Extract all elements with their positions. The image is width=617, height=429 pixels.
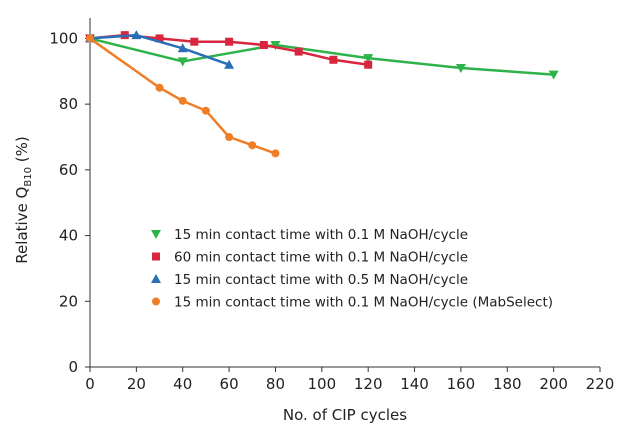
data-point — [270, 41, 281, 50]
legend-item: 60 min contact time with 0.1 M NaOH/cycl… — [152, 250, 468, 266]
y-axis-title-main: Relative Q — [13, 187, 31, 264]
legend-marker — [152, 252, 160, 261]
x-tick-label: 140 — [400, 375, 429, 393]
series-layer — [85, 30, 559, 158]
legend-marker — [152, 297, 160, 306]
y-tick-label: 20 — [59, 292, 78, 310]
data-point — [177, 43, 188, 53]
data-point — [225, 37, 234, 46]
y-axis-title: Relative QB10 (%) — [13, 136, 34, 263]
data-point — [201, 106, 210, 115]
y-axis-title-subscript: B10 — [23, 167, 34, 187]
legend-item: 15 min contact time with 0.1 M NaOH/cycl… — [152, 295, 553, 311]
x-axis-ticks: 0 20 40 60 80 100 120 140 160 180 200 220 — [85, 367, 614, 393]
data-point — [294, 47, 303, 56]
legend: 15 min contact time with 0.1 M NaOH/cycl… — [151, 227, 553, 311]
y-tick-label: 60 — [59, 161, 78, 179]
data-point — [178, 96, 187, 105]
data-point — [271, 149, 280, 158]
data-point — [190, 37, 199, 46]
data-point — [131, 30, 142, 40]
y-axis-ticks: 0 20 40 60 80 100 — [49, 29, 90, 376]
series-4 — [86, 34, 280, 158]
y-tick-label: 80 — [59, 95, 78, 113]
data-point — [363, 54, 374, 64]
y-tick-label: 40 — [59, 227, 78, 245]
data-point — [225, 133, 234, 141]
x-tick-label: 0 — [85, 375, 95, 393]
x-tick-label: 200 — [539, 375, 568, 393]
x-axis-title: No. of CIP cycles — [283, 406, 407, 424]
data-point — [155, 83, 164, 92]
x-tick-label: 40 — [173, 375, 192, 393]
data-point — [86, 34, 94, 43]
x-tick-label: 120 — [354, 375, 383, 393]
legend-label: 15 min contact time with 0.5 M NaOH/cycl… — [174, 272, 468, 288]
data-point — [259, 41, 268, 49]
axes — [89, 18, 600, 368]
x-tick-label: 100 — [307, 375, 336, 393]
legend-marker — [151, 230, 161, 239]
data-point — [155, 34, 164, 43]
legend-label: 60 min contact time with 0.1 M NaOH/cycl… — [174, 250, 468, 266]
legend-item: 15 min contact time with 0.5 M NaOH/cycl… — [151, 272, 468, 288]
legend-label: 15 min contact time with 0.1 M NaOH/cycl… — [174, 295, 553, 311]
data-point — [248, 141, 257, 150]
y-tick-label: 100 — [49, 29, 78, 47]
data-point — [177, 57, 188, 67]
legend-marker — [151, 274, 161, 283]
y-tick-label: 0 — [68, 358, 78, 376]
series-line-4 — [89, 37, 276, 155]
x-tick-label: 80 — [266, 375, 285, 393]
legend-item: 15 min contact time with 0.1 M NaOH/cycl… — [151, 227, 468, 243]
data-point — [364, 60, 373, 69]
legend-label: 15 min contact time with 0.1 M NaOH/cycl… — [174, 227, 468, 243]
series-line-1 — [89, 37, 554, 76]
x-tick-label: 160 — [447, 375, 476, 393]
data-point — [455, 64, 466, 73]
data-point — [548, 70, 559, 80]
x-tick-label: 20 — [127, 375, 146, 393]
y-axis-title-suffix: (%) — [13, 136, 31, 167]
x-tick-label: 60 — [220, 375, 239, 393]
x-tick-label: 220 — [586, 375, 615, 393]
data-point — [329, 55, 338, 64]
series-line-3 — [89, 33, 230, 66]
data-point — [224, 59, 235, 69]
x-tick-label: 180 — [493, 375, 522, 393]
